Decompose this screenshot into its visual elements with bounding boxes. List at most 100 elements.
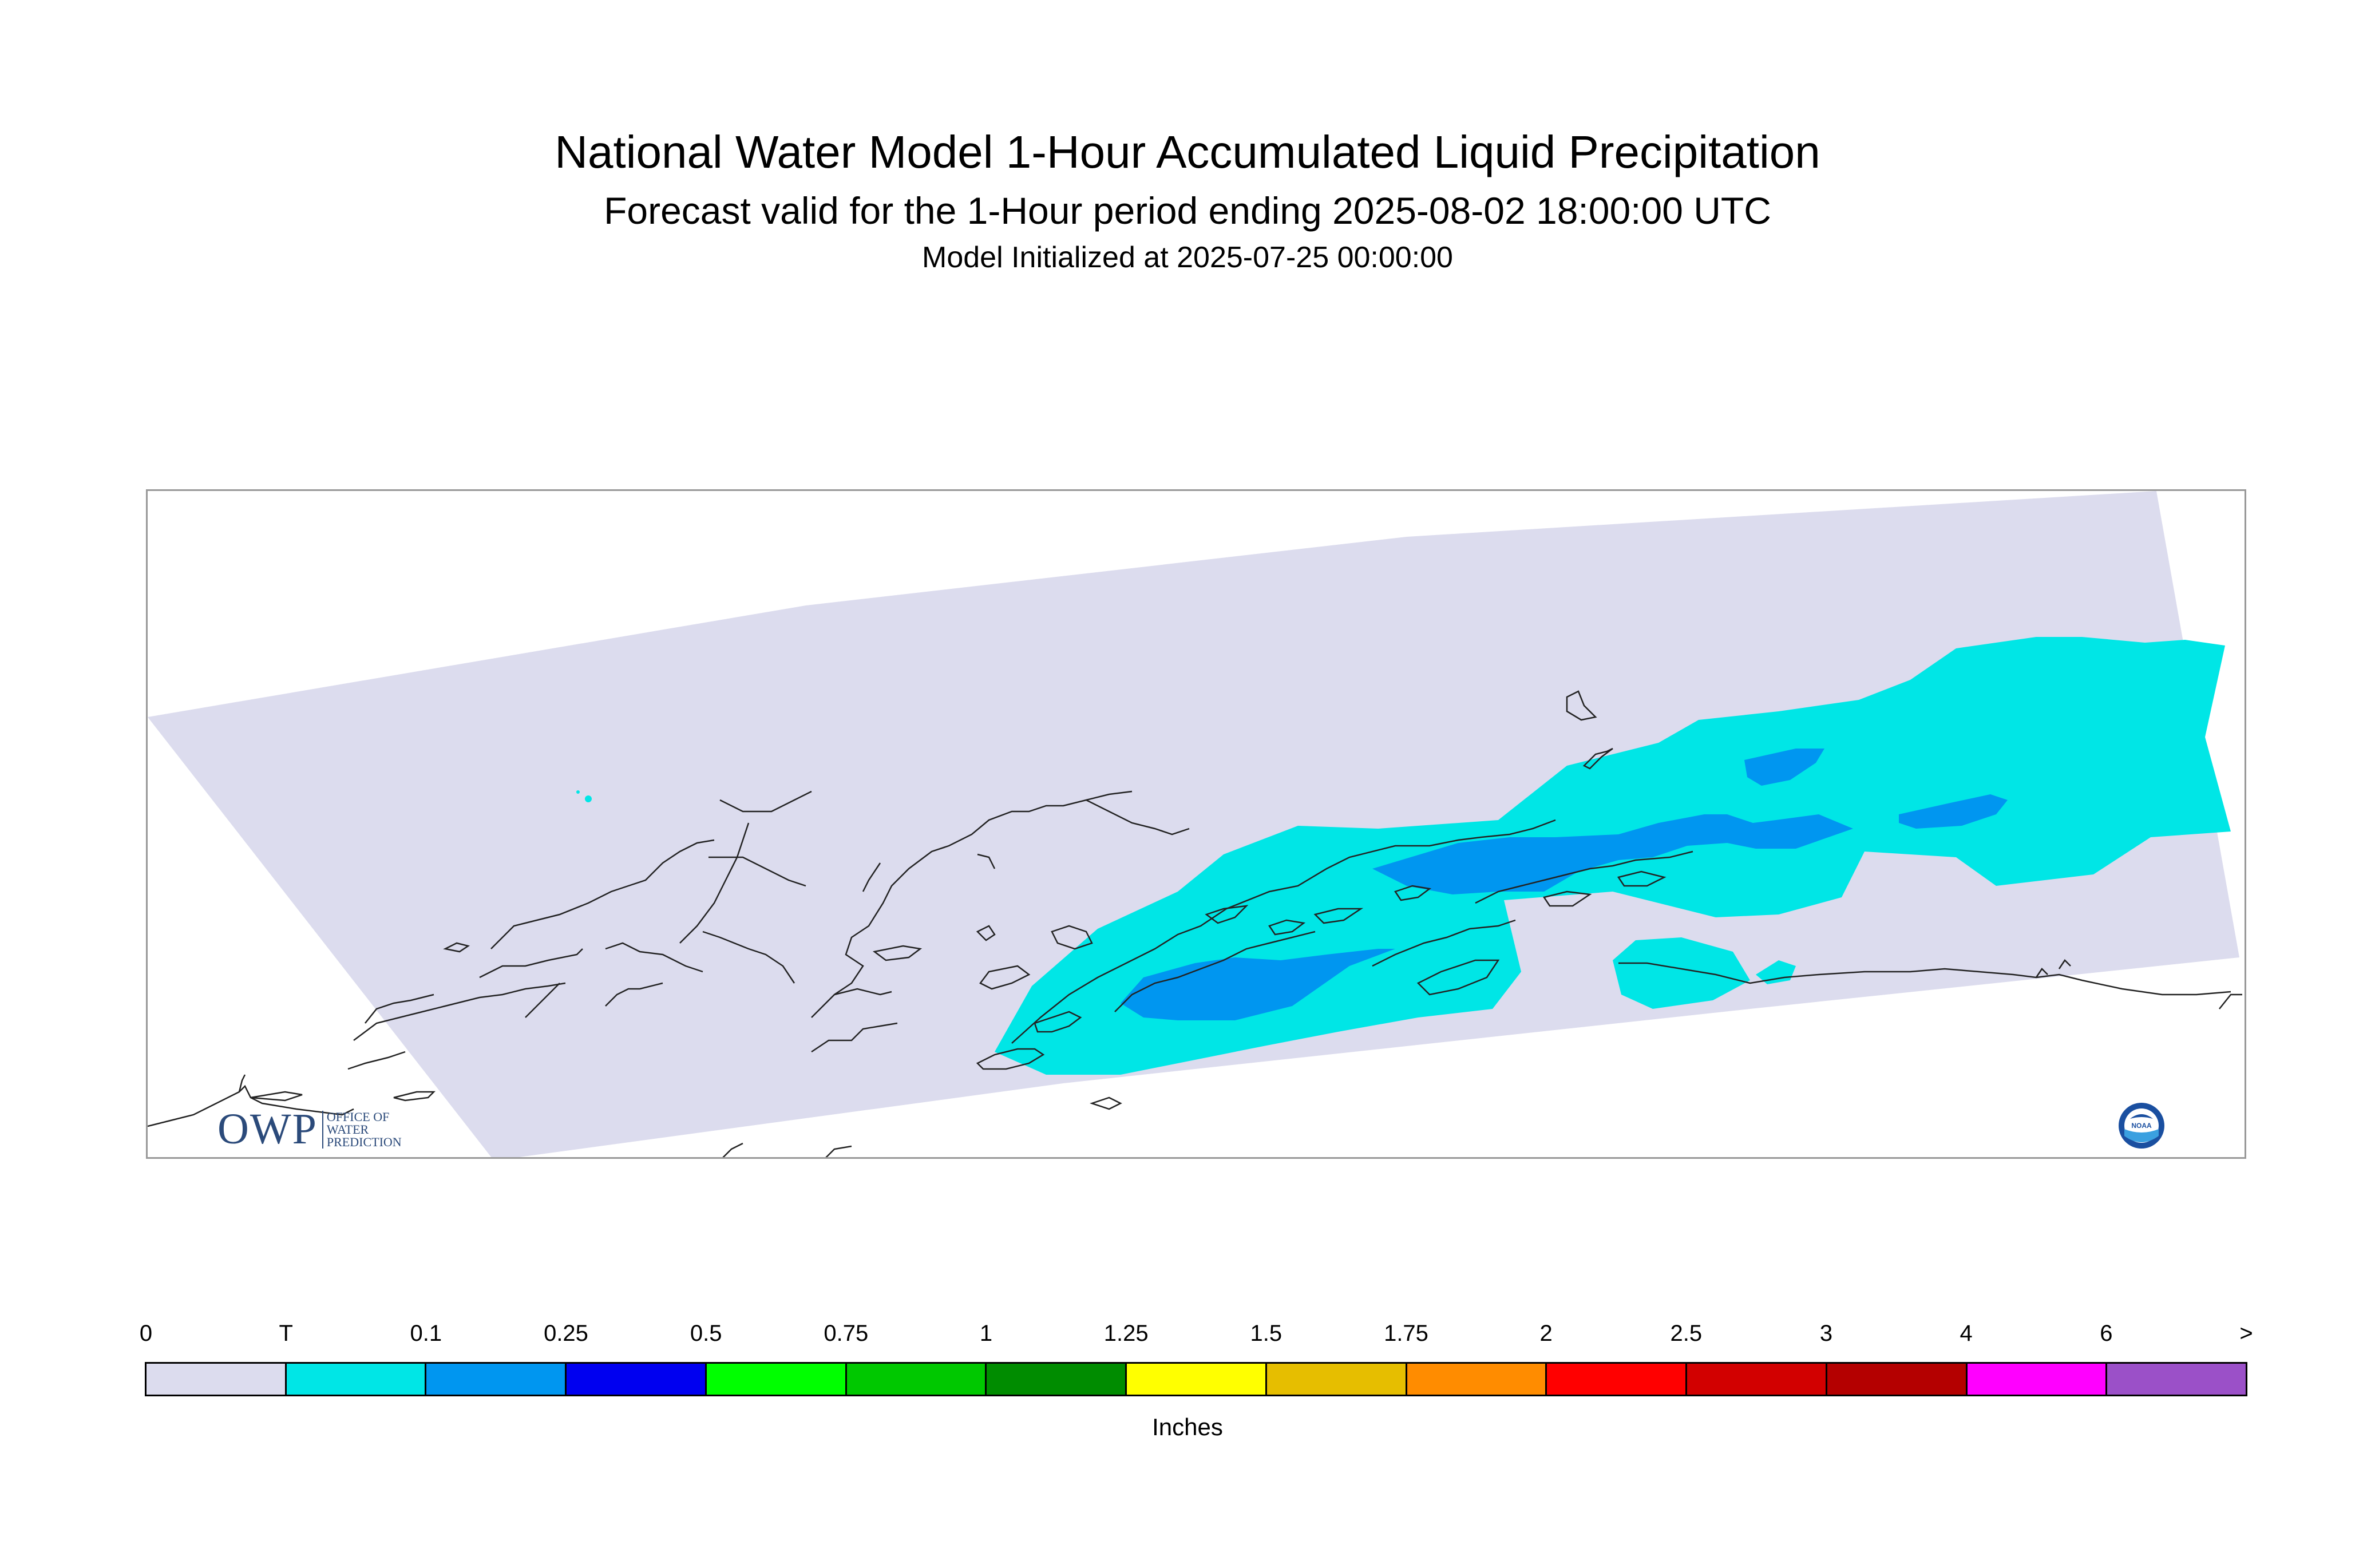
island bbox=[1617, 870, 1667, 887]
noaa-logo: NOAA bbox=[2119, 1103, 2164, 1149]
island bbox=[1394, 885, 1432, 901]
colorbar-tick-label: 4 bbox=[1960, 1321, 1973, 1346]
map-subtitle: Forecast valid for the 1-Hour period end… bbox=[604, 189, 1771, 232]
precip-light-speck bbox=[585, 795, 592, 802]
coastline bbox=[605, 942, 703, 973]
owp-logo-text: OFFICE OF WATER PREDICTION bbox=[322, 1109, 402, 1149]
coastline bbox=[811, 790, 1133, 1018]
model-init-line: Model Initialized at 2025-07-25 00:00:00 bbox=[922, 241, 1453, 274]
coastline bbox=[825, 1145, 852, 1157]
coastline bbox=[719, 790, 812, 813]
precip-moderate-area bbox=[1372, 814, 1853, 894]
colorbar-segment bbox=[1266, 1364, 1407, 1395]
precip-light-patch bbox=[1613, 937, 1750, 1009]
coastline bbox=[479, 948, 583, 979]
precip-moderate-patch bbox=[1744, 749, 1824, 786]
colorbar-segment bbox=[846, 1364, 987, 1395]
coastline bbox=[1086, 799, 1190, 836]
colorbar-segment bbox=[1127, 1364, 1267, 1395]
island bbox=[1205, 905, 1249, 924]
island bbox=[976, 1048, 1045, 1070]
island bbox=[1313, 908, 1364, 924]
colorbar-tick-label: 1.75 bbox=[1384, 1321, 1428, 1346]
coastline bbox=[1475, 850, 1693, 904]
colorbar-tick-label: 2.5 bbox=[1670, 1321, 1703, 1346]
coastline bbox=[702, 930, 795, 984]
map-frame bbox=[146, 489, 2246, 1159]
coastline bbox=[708, 856, 806, 887]
colorbar-segment bbox=[1407, 1364, 1547, 1395]
precipitation-map bbox=[148, 491, 2242, 1157]
colorbar bbox=[145, 1362, 2247, 1396]
island bbox=[873, 945, 923, 961]
coastline bbox=[605, 982, 663, 1007]
island bbox=[1542, 890, 1592, 907]
island bbox=[1268, 919, 1306, 936]
coastline bbox=[811, 1022, 898, 1053]
coastline bbox=[1618, 962, 2231, 996]
coastline bbox=[490, 839, 715, 949]
island bbox=[1566, 690, 1597, 721]
island bbox=[393, 1091, 436, 1102]
colorbar-tick-label: 1.5 bbox=[1250, 1321, 1282, 1346]
coastline bbox=[347, 1051, 406, 1070]
colorbar-segment bbox=[706, 1364, 847, 1395]
colorbar-segment bbox=[147, 1364, 287, 1395]
owp-logo: OWP OFFICE OF WATER PREDICTION bbox=[217, 1104, 402, 1154]
colorbar-tick-label: 3 bbox=[1819, 1321, 1833, 1346]
colorbar-tick-label: 0.75 bbox=[824, 1321, 869, 1346]
coastline bbox=[2035, 959, 2071, 978]
colorbar-segment bbox=[1827, 1364, 1968, 1395]
colorbar-segment bbox=[567, 1364, 707, 1395]
precip-moderate-area bbox=[1121, 949, 1395, 1020]
colorbar-segment bbox=[1547, 1364, 1688, 1395]
coastline bbox=[525, 983, 560, 1018]
colorbar-segment bbox=[2107, 1364, 2246, 1395]
colorbar-tick-label: 0.1 bbox=[410, 1321, 442, 1346]
coastline bbox=[1114, 930, 1316, 1012]
owp-logo-letters: OWP bbox=[217, 1105, 318, 1153]
colorbar-segment bbox=[286, 1364, 427, 1395]
coastline bbox=[1372, 919, 1516, 967]
coastline bbox=[353, 982, 566, 1041]
colorbar-tick-label: 0.5 bbox=[690, 1321, 722, 1346]
island bbox=[976, 925, 996, 941]
map-title: National Water Model 1-Hour Accumulated … bbox=[555, 126, 1820, 177]
colorbar-segment bbox=[1967, 1364, 2108, 1395]
coastline bbox=[679, 822, 750, 944]
colorbar-segment bbox=[1687, 1364, 1827, 1395]
coastline bbox=[722, 1142, 743, 1157]
coastline bbox=[834, 988, 892, 996]
coastline bbox=[365, 993, 434, 1024]
island bbox=[1090, 1096, 1122, 1110]
precip-light-patch bbox=[1756, 960, 1796, 984]
coastline bbox=[2219, 993, 2242, 1009]
island bbox=[1034, 1011, 1082, 1033]
colorbar-tick-label: 2 bbox=[1539, 1321, 1553, 1346]
island bbox=[250, 1091, 303, 1102]
colorbar-tick-label: 6 bbox=[2100, 1321, 2113, 1346]
coastline-group bbox=[148, 690, 2242, 1157]
island bbox=[979, 965, 1031, 990]
colorbar-segment bbox=[426, 1364, 567, 1395]
island bbox=[1582, 747, 1613, 770]
colorbar-tick-label: 0 bbox=[139, 1321, 153, 1346]
coastline bbox=[1011, 819, 1556, 1044]
colorbar-tick-label: 1.25 bbox=[1103, 1321, 1149, 1346]
colorbar-tick-label: T bbox=[279, 1321, 293, 1346]
island bbox=[443, 942, 470, 953]
owp-logo-line: WATER bbox=[326, 1122, 369, 1137]
coastline bbox=[862, 853, 996, 892]
colorbar-tick-label: > bbox=[2239, 1321, 2253, 1346]
owp-logo-line: PREDICTION bbox=[326, 1134, 402, 1149]
island bbox=[238, 1074, 246, 1092]
colorbar-segment bbox=[987, 1364, 1127, 1395]
owp-logo-line: OFFICE OF bbox=[326, 1109, 390, 1124]
noaa-logo-text: NOAA bbox=[2131, 1122, 2152, 1130]
coastline bbox=[148, 1084, 354, 1127]
island bbox=[1051, 925, 1093, 950]
precip-moderate-patch bbox=[1899, 794, 2008, 829]
colorbar-units: Inches bbox=[1152, 1413, 1223, 1440]
precip-light-speck bbox=[576, 790, 580, 794]
colorbar-tick-label: 0.25 bbox=[544, 1321, 588, 1346]
